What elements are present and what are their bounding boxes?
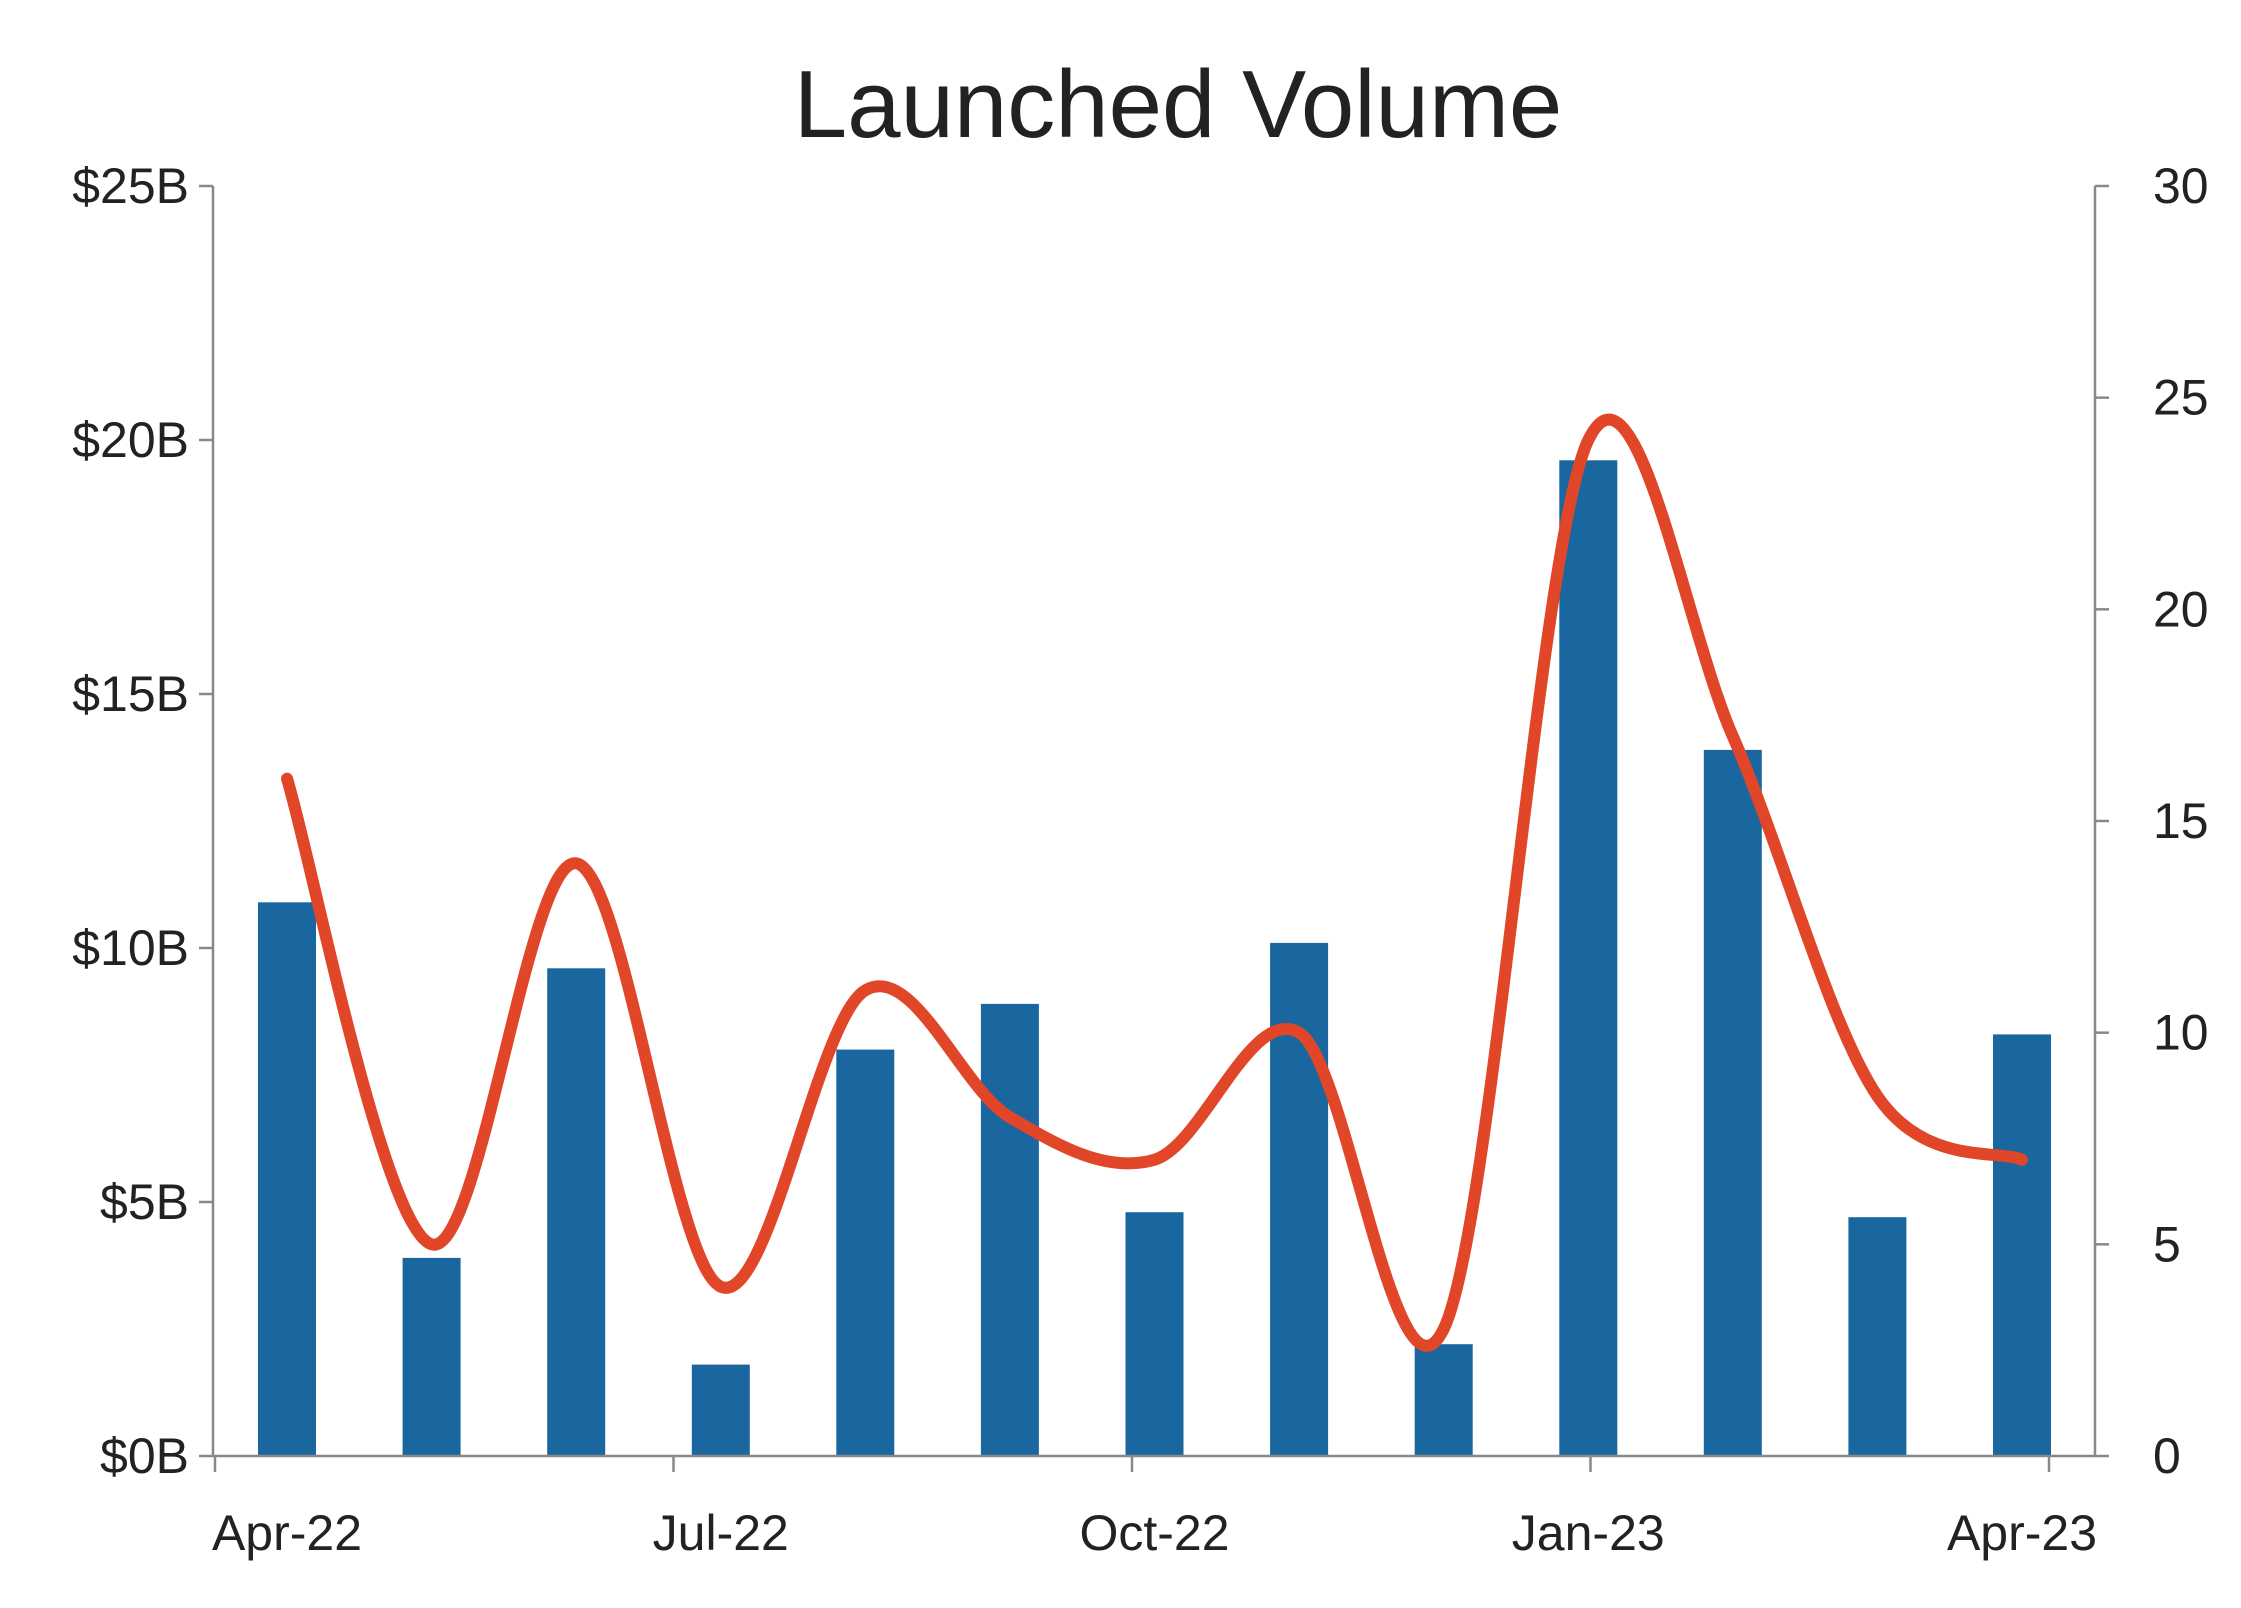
left-y-ticks: $0B $5B $10B $15B $20B $25B <box>72 158 213 1484</box>
chart-title: Launched Volume <box>794 51 1563 158</box>
bar-Jul-22 <box>691 1364 750 1456</box>
left-tick-label: $20B <box>72 412 189 468</box>
count-line <box>281 413 2028 1352</box>
left-tick-label: $5B <box>100 1174 189 1230</box>
right-tick-label: 20 <box>2153 581 2209 637</box>
left-tick-label: $25B <box>72 158 189 214</box>
bar-Oct-22 <box>1125 1212 1184 1456</box>
right-tick-label: 0 <box>2153 1428 2181 1484</box>
x-tick-label: Apr-23 <box>1947 1505 2097 1561</box>
bar-Apr-22 <box>258 902 316 1456</box>
bar-Dec-22 <box>1414 1344 1473 1456</box>
left-tick-label: $15B <box>72 666 189 722</box>
x-ticks: Apr-22 Jul-22 Oct-22 Jan-23 Apr-23 <box>212 1456 2097 1561</box>
bar-Sep-22 <box>980 1003 1039 1456</box>
x-tick-label: Apr-22 <box>212 1505 362 1561</box>
right-tick-label: 25 <box>2153 370 2209 426</box>
x-tick-label: Jan-23 <box>1512 1505 1665 1561</box>
bar-Aug-22 <box>836 1049 895 1456</box>
bar-Feb-23 <box>1703 749 1762 1456</box>
bar-Mar-23 <box>1848 1217 1907 1456</box>
x-tick-label: Jul-22 <box>653 1505 789 1561</box>
right-tick-label: 15 <box>2153 793 2209 849</box>
right-tick-label: 10 <box>2153 1005 2209 1061</box>
right-tick-label: 5 <box>2153 1216 2181 1272</box>
bar-Jan-23 <box>1559 460 1618 1456</box>
bars-layer <box>258 460 2051 1456</box>
bar-Nov-22 <box>1270 942 1329 1456</box>
left-tick-label: $10B <box>72 920 189 976</box>
x-tick-label: Oct-22 <box>1079 1505 1229 1561</box>
bar-May-22 <box>402 1257 461 1456</box>
right-tick-label: 30 <box>2153 158 2209 214</box>
bar-Jun-22 <box>547 968 606 1456</box>
line-layer <box>281 413 2028 1352</box>
bar-Apr-23 <box>1993 1034 2051 1456</box>
right-y-ticks: 0 5 10 15 20 25 30 <box>2095 158 2209 1484</box>
left-tick-label: $0B <box>100 1428 189 1484</box>
